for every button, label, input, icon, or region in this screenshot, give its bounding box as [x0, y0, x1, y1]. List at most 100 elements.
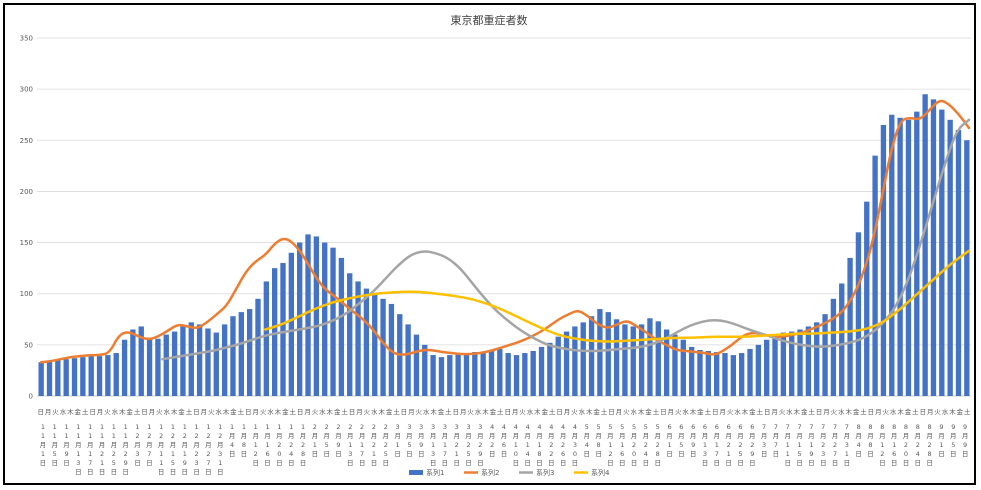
bar [964, 140, 970, 396]
bar [255, 298, 261, 396]
x-weekday-label: 土 [912, 407, 919, 416]
x-weekday-label: 金 [438, 407, 445, 416]
bar [722, 353, 728, 396]
bar [246, 309, 253, 396]
x-weekday-label: 日 [453, 408, 460, 416]
x-weekday-label: 月 [927, 408, 934, 416]
x-weekday-label: 木 [690, 407, 697, 416]
x-weekday-label: 木 [378, 407, 385, 416]
bar [655, 321, 661, 396]
x-weekday-label: 土 [601, 407, 608, 416]
bar [347, 273, 353, 396]
bar [672, 334, 678, 396]
bar [830, 298, 837, 396]
bar [221, 324, 228, 396]
bar [739, 353, 745, 396]
x-weekday-label: 土 [186, 407, 193, 416]
legend-label: 系列1 [426, 468, 444, 477]
x-weekday-label: 日 [712, 408, 719, 416]
x-weekday-label: 土 [445, 407, 452, 416]
x-weekday-label: 木 [794, 407, 801, 416]
x-weekday-label: 日 [89, 408, 96, 416]
x-weekday-label: 金 [126, 407, 133, 416]
bar [88, 356, 94, 396]
x-weekday-label: 水 [527, 407, 534, 416]
bar [105, 355, 111, 396]
bar [805, 326, 812, 396]
bar [171, 331, 178, 396]
bar [322, 242, 328, 396]
x-weekday-label: 金 [282, 407, 289, 416]
x-weekday-label: 土 [808, 407, 815, 416]
legend: 系列1 系列2 系列3 系列4 [409, 468, 610, 477]
bar [947, 119, 953, 396]
bar [297, 242, 303, 396]
x-weekday-label: 月 [149, 408, 156, 416]
legend-label: 系列2 [481, 468, 499, 477]
x-weekday-label: 日 [401, 408, 408, 416]
x-weekday-label: 木 [171, 407, 178, 416]
bar [413, 334, 420, 396]
x-weekday-label: 水 [60, 407, 67, 416]
bar [814, 322, 820, 396]
x-weekday-label: 水 [786, 407, 793, 416]
bar [38, 362, 44, 396]
x-weekday-label: 水 [630, 407, 637, 416]
bar [889, 114, 895, 396]
x-weekday-label: 火 [675, 408, 682, 416]
x-weekday-label: 火 [416, 408, 423, 416]
bar [555, 336, 561, 396]
x-weekday-label: 木 [430, 407, 437, 416]
x-weekday-label: 水 [423, 407, 430, 416]
x-weekday-label: 水 [267, 407, 274, 416]
bar [163, 334, 169, 396]
x-weekday-label: 火 [104, 408, 111, 416]
legend-swatch [409, 470, 423, 475]
x-weekday-label: 日 [141, 408, 148, 416]
x-weekday-label: 日 [297, 408, 304, 416]
bar [605, 312, 611, 396]
x-weekday-label: 金 [749, 407, 756, 416]
x-weekday-label: 水 [371, 407, 378, 416]
x-weekday-label: 土 [860, 407, 867, 416]
x-weekday-label: 月 [668, 408, 675, 416]
bar [538, 346, 545, 396]
x-weekday-label: 土 [549, 407, 556, 416]
x-weekday-label: 日 [764, 408, 771, 416]
x-weekday-label: 月 [823, 408, 830, 416]
bar [497, 348, 503, 396]
x-weekday-label: 月 [304, 408, 311, 416]
x-weekday-label: 水 [682, 407, 689, 416]
bar [380, 298, 386, 396]
bar [789, 331, 795, 396]
x-weekday-label: 月 [616, 408, 623, 416]
y-axis: 0 50 100 150 200 250 300 350 [20, 35, 33, 401]
y-tick-label: 0 [29, 393, 33, 401]
bar [855, 232, 862, 396]
x-weekday-label: 金 [905, 407, 912, 416]
bar [130, 329, 136, 396]
